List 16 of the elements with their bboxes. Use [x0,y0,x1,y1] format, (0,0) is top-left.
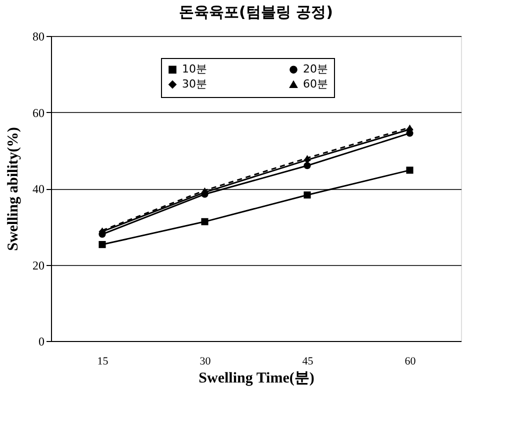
x-tick-label: 30 [200,356,212,368]
x-tick-label: 15 [97,356,109,368]
legend-label: 60분 [303,78,328,90]
legend-label: 30분 [182,78,207,90]
y-axis-title: Swelling ability(%) [6,127,22,251]
y-tick-label: 0 [38,334,44,348]
legend-label: 20분 [303,62,328,76]
y-tick-label: 60 [32,106,44,120]
legend-label: 10분 [182,62,207,76]
chart-title: 돈육육포(텀블링 공정) [179,3,333,21]
y-tick-label: 20 [32,258,44,272]
y-tick-label: 80 [32,30,44,44]
x-tick-label: 45 [302,356,314,368]
y-tick-label: 40 [32,182,44,196]
x-tick-label: 60 [404,356,416,368]
x-axis-title: Swelling Time(분) [198,370,314,386]
